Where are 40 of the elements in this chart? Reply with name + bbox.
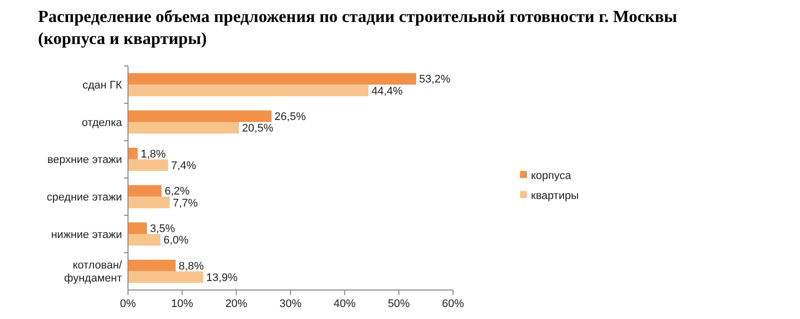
x-tick-label: 0% [120, 298, 136, 310]
data-label: 1,8% [140, 148, 166, 160]
y-tick-label: верхние этажи [47, 154, 122, 166]
legend-label: корпуса [531, 170, 572, 182]
data-label: 44,4% [372, 85, 403, 98]
x-tick-label: 10% [171, 298, 194, 310]
y-tick-label: отделка [82, 116, 123, 129]
bar [128, 260, 176, 272]
bar [128, 148, 138, 160]
chart-title: Распределение объема предложения по стадии строительной готовности г. Москвы (корпуса и квартиры) [38, 7, 678, 48]
data-label: 7,7% [172, 197, 198, 210]
bar [128, 196, 170, 208]
data-label: 53,2% [419, 74, 451, 86]
data-label: 8,8% [178, 260, 204, 272]
y-tick-label: сдан ГК [82, 80, 123, 92]
data-label: 7,4% [171, 160, 196, 172]
bar [128, 159, 168, 171]
data-label: 26,5% [274, 111, 306, 124]
y-tick-label: котлован/ фундамент [64, 260, 123, 285]
legend-label: квартиры [531, 190, 579, 202]
data-label: 3,5% [150, 223, 176, 236]
x-tick-label: 60% [442, 298, 464, 310]
bar [128, 271, 204, 283]
data-label: 6,0% [164, 234, 189, 247]
y-tick-label: нижние этажи [51, 228, 122, 241]
data-label: 13,9% [206, 272, 238, 284]
x-tick-label: 30% [279, 298, 302, 310]
bar [128, 122, 240, 134]
bar [128, 222, 147, 234]
bar [128, 73, 416, 85]
bar [128, 110, 272, 122]
data-label: 20,5% [242, 122, 274, 135]
y-tick-label: средние этажи [46, 192, 122, 204]
bar [128, 234, 160, 246]
x-tick-label: 20% [225, 298, 248, 310]
bar [128, 84, 368, 96]
x-tick-label: 40% [334, 298, 356, 310]
bar [128, 185, 162, 197]
data-label: 6,2% [164, 186, 190, 198]
x-tick-label: 50% [388, 298, 410, 310]
